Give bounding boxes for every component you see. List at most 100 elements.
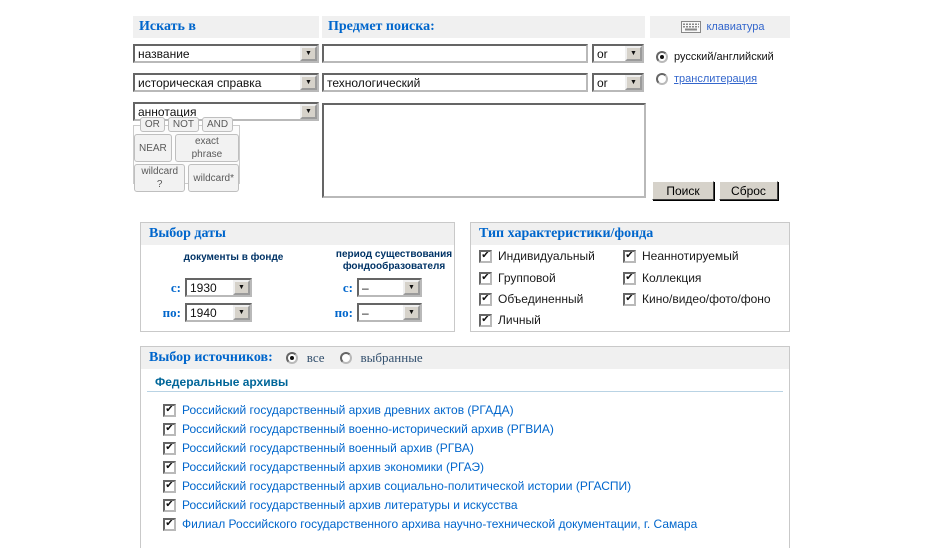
sources-section: Выбор источников: все выбранные Федераль… (140, 346, 790, 548)
type-checkbox-unannotated[interactable]: ✔ Неаннотируемый (623, 249, 739, 263)
archive-link[interactable]: Филиал Российского государственного архи… (182, 517, 698, 531)
creator-to-label: по: (334, 305, 353, 320)
search-field-select-3-value: аннотация (138, 104, 197, 119)
archive-row-rgali[interactable]: ✔ Российский государственный архив литер… (163, 498, 518, 512)
archive-row-rgaspi[interactable]: ✔ Российский государственный архив социа… (163, 479, 631, 493)
search-in-title: Искать в (139, 19, 196, 34)
doc-to-label: по: (162, 305, 181, 320)
dropdown-arrow-icon[interactable]: ▼ (403, 305, 420, 320)
operator-near-button[interactable]: NEAR (134, 134, 172, 162)
checkbox-checked-icon: ✔ (163, 479, 176, 493)
subject-header: Предмет поиска: (322, 16, 645, 38)
creator-to-value: – (362, 305, 369, 320)
checkbox-checked-icon: ✔ (479, 249, 492, 263)
doc-to-select[interactable]: 1940 ▼ (185, 303, 252, 322)
type-label: Личный (498, 313, 541, 327)
search-terms-textarea[interactable] (322, 103, 646, 198)
doc-from-select[interactable]: 1930 ▼ (185, 278, 252, 297)
type-checkbox-united[interactable]: ✔ Объединенный (479, 292, 583, 306)
sources-all-radio[interactable] (285, 352, 298, 364)
dropdown-arrow-icon[interactable]: ▼ (625, 75, 642, 90)
dropdown-arrow-icon[interactable]: ▼ (625, 46, 642, 61)
archive-link[interactable]: Российский государственный архив литерат… (182, 498, 518, 512)
lang-option-russian-english[interactable]: русский/английский (656, 51, 774, 63)
type-checkbox-group[interactable]: ✔ Групповой (479, 271, 556, 285)
type-label: Коллекция (642, 271, 702, 285)
type-checkbox-media[interactable]: ✔ Кино/видео/фото/фоно (623, 292, 771, 306)
dropdown-arrow-icon[interactable]: ▼ (300, 75, 317, 90)
sources-selected-radio[interactable] (339, 352, 352, 364)
sources-all-label[interactable]: все (306, 350, 325, 365)
subject-title: Предмет поиска: (328, 19, 435, 34)
federal-archives-title: Федеральные архивы (155, 375, 289, 389)
lang-option-russian-english-label: русский/английский (674, 51, 774, 63)
federal-archives-group-header: Федеральные архивы (147, 373, 783, 392)
checkbox-checked-icon: ✔ (163, 460, 176, 474)
archive-link[interactable]: Российский государственный военный архив… (182, 441, 474, 455)
doc-from-value: 1930 (190, 280, 217, 295)
type-label: Кино/видео/фото/фоно (642, 292, 771, 306)
operator-exact-phrase-button[interactable]: exact phrase (174, 134, 239, 162)
checkbox-checked-icon: ✔ (623, 249, 636, 263)
archive-link[interactable]: Российский государственный архив древних… (182, 403, 514, 417)
archive-link[interactable]: Российский государственный военно-истори… (182, 422, 554, 436)
checkbox-checked-icon: ✔ (623, 271, 636, 285)
keyboard-link[interactable]: клавиатура (650, 16, 790, 38)
type-label: Неаннотируемый (642, 249, 739, 263)
dropdown-arrow-icon[interactable]: ▼ (233, 305, 250, 320)
checkbox-checked-icon: ✔ (163, 498, 176, 512)
reset-button[interactable]: Сброс (719, 181, 778, 200)
search-term-input-1[interactable] (322, 44, 588, 63)
checkbox-checked-icon: ✔ (479, 271, 492, 285)
search-field-select-2[interactable]: историческая справка ▼ (133, 73, 319, 92)
archive-row-rgada[interactable]: ✔ Российский государственный архив древн… (163, 403, 514, 417)
boolean-op-select-2[interactable]: or ▼ (592, 73, 644, 92)
dropdown-arrow-icon[interactable]: ▼ (403, 280, 420, 295)
creator-to-select[interactable]: – ▼ (357, 303, 422, 322)
type-checkbox-collection[interactable]: ✔ Коллекция (623, 271, 701, 285)
checkbox-checked-icon: ✔ (163, 403, 176, 417)
operator-not-button[interactable]: NOT (167, 117, 199, 132)
sources-section-header: Выбор источников: все выбранные (141, 347, 789, 369)
archive-link[interactable]: Российский государственный архив социаль… (182, 479, 632, 493)
checkbox-checked-icon: ✔ (479, 292, 492, 306)
checkbox-checked-icon: ✔ (163, 422, 176, 436)
archive-row-rgvia[interactable]: ✔ Российский государственный военно-исто… (163, 422, 554, 436)
dropdown-arrow-icon[interactable]: ▼ (233, 280, 250, 295)
search-field-select-2-value: историческая справка (138, 75, 262, 90)
type-section-header: Тип характеристики/фонда (471, 223, 789, 245)
lang-option-transliteration[interactable]: транслитерация (656, 73, 757, 85)
creator-from-value: – (362, 280, 369, 295)
archive-row-rgantd-samara[interactable]: ✔ Филиал Российского государственного ар… (163, 517, 697, 531)
archive-row-rgae[interactable]: ✔ Российский государственный архив эконо… (163, 460, 484, 474)
dropdown-arrow-icon[interactable]: ▼ (300, 46, 317, 61)
search-field-select-1[interactable]: название ▼ (133, 44, 319, 63)
boolean-op-select-1[interactable]: or ▼ (592, 44, 644, 63)
documents-in-fund-label: документы в фонде (183, 252, 284, 263)
keyboard-label: клавиатура (706, 21, 765, 33)
archive-link[interactable]: Российский государственный архив экономи… (182, 460, 485, 474)
search-term-input-2[interactable] (322, 73, 588, 92)
keyboard-icon (681, 21, 702, 33)
search-field-select-1-value: название (138, 46, 190, 61)
type-checkbox-individual[interactable]: ✔ Индивидуальный (479, 249, 595, 263)
doc-to-value: 1940 (190, 305, 217, 320)
operator-and-button[interactable]: AND (201, 117, 234, 132)
transliteration-link[interactable]: транслитерация (674, 73, 758, 85)
creator-from-select[interactable]: – ▼ (357, 278, 422, 297)
operator-wildcard-q-button[interactable]: wildcard ? (134, 164, 186, 192)
boolean-op-select-2-value: or (597, 75, 608, 90)
operator-or-button[interactable]: OR (139, 117, 165, 132)
boolean-op-select-1-value: or (597, 46, 608, 61)
search-button[interactable]: Поиск (652, 181, 714, 200)
date-selection-section: Выбор даты документы в фонде период суще… (140, 222, 455, 332)
dropdown-arrow-icon[interactable]: ▼ (300, 104, 317, 119)
sources-selected-label[interactable]: выбранные (360, 350, 423, 365)
operator-wildcard-star-button[interactable]: wildcard* (188, 164, 239, 192)
radio-unselected-icon (656, 73, 668, 85)
archive-row-rgva[interactable]: ✔ Российский государственный военный арх… (163, 441, 474, 455)
creator-from-label: с: (342, 280, 353, 295)
type-checkbox-personal[interactable]: ✔ Личный (479, 313, 541, 327)
type-label: Индивидуальный (498, 249, 595, 263)
